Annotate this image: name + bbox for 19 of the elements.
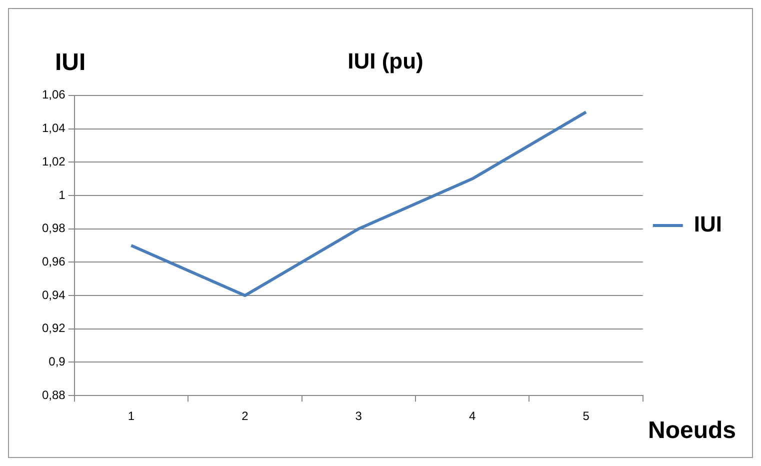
y-tick-label: 0,94 [42,288,66,302]
y-tick-label: 0,88 [42,388,66,402]
y-tick-label: 1,04 [42,121,66,136]
x-axis-title: Noeuds [648,417,736,445]
y-tick-label: 0,98 [42,221,66,236]
y-tick-label: 1,06 [42,88,66,102]
y-tick-label: 1,02 [42,154,66,168]
chart-title: IUI (pu) [348,48,424,74]
y-tick-label: 0,96 [42,254,66,268]
y-axis-title: IUI [55,49,86,77]
y-tick-label: 0,92 [42,321,66,336]
y-tick-label: 0,9 [48,354,66,369]
x-tick-label: 1 [128,409,135,424]
x-tick-label: 3 [355,409,362,424]
x-tick-label: 4 [468,409,476,424]
x-tick-label: 5 [582,409,590,424]
x-tick-label: 2 [242,409,249,424]
y-tick-label: 1 [58,188,66,202]
legend-label: IUI [694,212,722,237]
